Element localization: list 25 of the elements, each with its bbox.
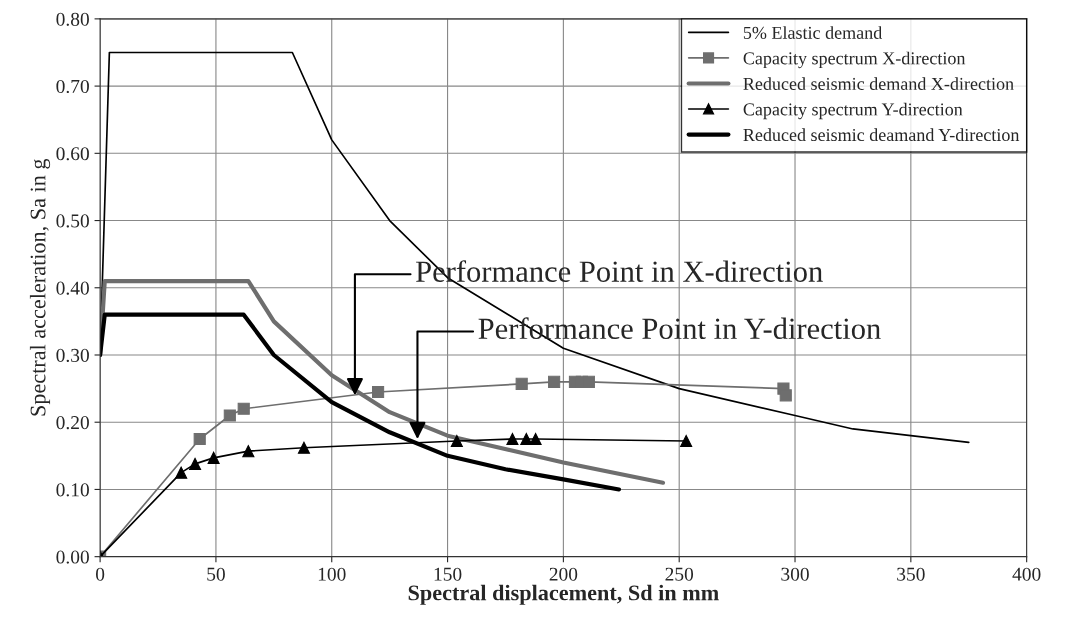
legend-label: Capacity spectrum X-direction <box>743 51 966 69</box>
x-tick-label: 150 <box>434 567 462 581</box>
x-tick-label: 400 <box>1012 567 1041 581</box>
y-tick-label: 0.70 <box>56 79 89 94</box>
x-tick-label: 100 <box>318 567 346 581</box>
legend-label: Reduced seismic deamand Y-direction <box>743 128 1020 142</box>
x-axis-title: Spectral displacement, Sd in mm <box>408 584 719 605</box>
y-tick-label: 0.60 <box>56 147 89 161</box>
legend-label: 5% Elastic demand <box>743 26 883 39</box>
legend-label: Capacity spectrum Y-direction <box>743 102 963 120</box>
y-tick-label: 0.00 <box>56 550 89 564</box>
x-tick-label: 350 <box>897 567 925 581</box>
y-tick-label: 0.80 <box>56 12 89 26</box>
y-tick-label: 0.40 <box>56 281 89 295</box>
x-tick-label: 0 <box>95 567 105 581</box>
y-tick-label: 0.20 <box>56 416 89 430</box>
y-tick-label: 0.50 <box>56 214 89 228</box>
legend-label: Reduced seismic demand X-direction <box>743 77 1014 90</box>
y-tick-label: 0.30 <box>56 348 89 363</box>
y-axis-title: Spectral acceleration, Sa in g <box>29 158 51 416</box>
x-tick-label: 200 <box>549 567 578 581</box>
x-tick-label: 250 <box>665 567 694 581</box>
x-tick-label: 50 <box>207 567 225 581</box>
x-tick-label: 300 <box>781 567 809 581</box>
y-tick-label: 0.10 <box>56 483 89 497</box>
